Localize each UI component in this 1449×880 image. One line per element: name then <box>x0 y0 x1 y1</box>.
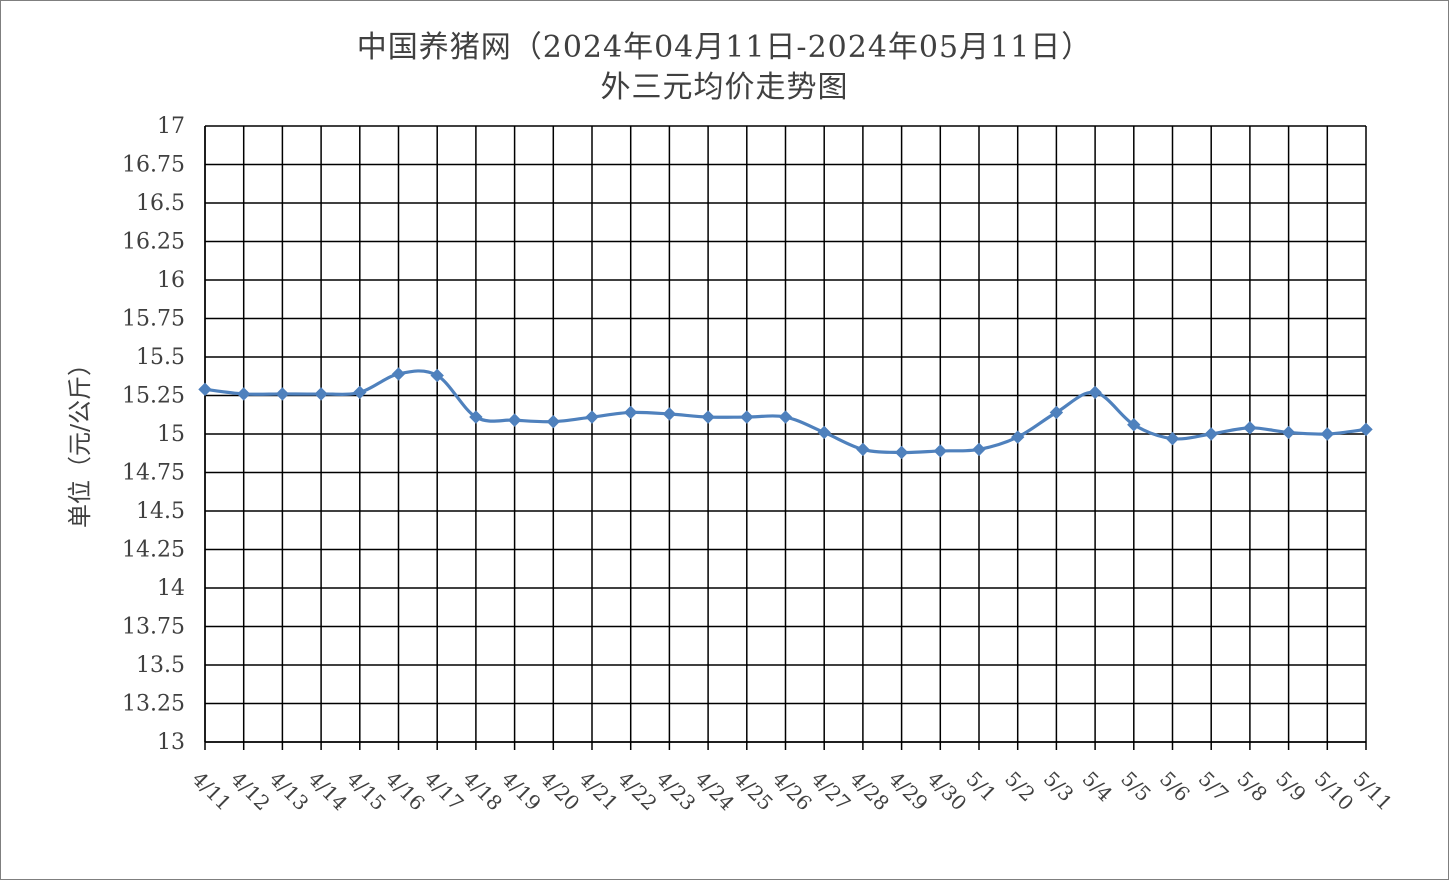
data-point <box>507 413 522 427</box>
data-point <box>469 410 483 424</box>
x-tick-label: 4/21 <box>574 767 623 816</box>
y-tick-label: 16 <box>157 268 185 293</box>
y-tick-label: 14.5 <box>136 499 185 524</box>
chart-title: 中国养猪网（2024年04月11日-2024年05月11日） <box>356 30 1093 65</box>
y-tick-label: 14.75 <box>122 461 185 486</box>
x-tick-label: 4/24 <box>691 767 740 816</box>
x-tick-label: 5/3 <box>1039 767 1079 807</box>
data-point <box>1088 385 1102 400</box>
x-tick-label: 5/4 <box>1078 767 1118 807</box>
x-tick-label: 4/12 <box>226 767 275 816</box>
x-tick-label: 4/30 <box>923 767 972 816</box>
y-tick-label: 15.75 <box>122 307 185 332</box>
data-point <box>314 387 328 401</box>
data-point <box>1359 422 1373 437</box>
x-tick-label: 4/17 <box>420 767 469 816</box>
data-point <box>933 444 948 458</box>
grid-lines <box>204 125 1367 750</box>
x-tick-label: 4/16 <box>381 767 430 816</box>
y-tick-label: 15 <box>157 422 185 447</box>
data-point <box>236 387 251 401</box>
y-tick-label: 16.5 <box>136 191 185 216</box>
x-tick-label: 4/25 <box>729 767 778 816</box>
x-tick-labels: 4/114/124/134/144/154/164/174/184/194/20… <box>187 767 1397 816</box>
x-tick-label: 5/7 <box>1194 767 1234 807</box>
data-point <box>1049 405 1064 420</box>
data-point <box>894 445 909 460</box>
data-point <box>740 410 754 424</box>
data-point <box>1127 418 1141 432</box>
data-point <box>198 382 212 397</box>
y-tick-label: 13.25 <box>122 692 185 717</box>
data-point <box>972 442 986 457</box>
data-point <box>275 387 290 401</box>
data-point <box>585 410 599 424</box>
x-tick-label: 5/6 <box>1155 767 1195 807</box>
x-tick-label: 4/29 <box>884 767 933 816</box>
chart-subtitle: 外三元均价走势图 <box>600 70 849 105</box>
data-point <box>701 410 715 424</box>
data-markers <box>198 367 1373 460</box>
y-tick-labels: 13 13.25 13.5 13.75 14 14.25 14.5 14.75 15 15.25 1… <box>122 114 185 755</box>
x-tick-label: 5/10 <box>1310 767 1359 816</box>
x-tick-label: 4/23 <box>652 767 701 816</box>
x-tick-label: 5/9 <box>1271 767 1311 807</box>
data-point <box>430 368 444 383</box>
y-tick-label: 16.75 <box>122 153 185 178</box>
data-point <box>353 385 367 400</box>
x-tick-label: 5/5 <box>1116 767 1156 807</box>
data-point <box>391 367 406 381</box>
x-tick-label: 4/13 <box>265 767 314 816</box>
y-tick-label: 13 <box>157 730 185 755</box>
y-tick-label: 15.25 <box>122 384 185 409</box>
data-point <box>856 442 870 457</box>
x-tick-label: 5/8 <box>1232 767 1272 807</box>
x-tick-label: 4/28 <box>845 767 894 816</box>
x-tick-label: 5/2 <box>1000 767 1040 807</box>
data-point <box>1243 421 1257 435</box>
x-tick-label: 4/18 <box>458 767 507 816</box>
x-tick-label: 4/14 <box>304 767 353 816</box>
data-point <box>1281 425 1296 440</box>
x-tick-label: 4/20 <box>536 767 585 816</box>
data-point <box>1204 427 1218 441</box>
y-tick-label: 15.5 <box>136 345 185 370</box>
x-tick-label: 5/11 <box>1348 767 1397 816</box>
data-point <box>1010 430 1025 444</box>
y-tick-label: 17 <box>157 114 185 139</box>
data-point <box>1320 427 1335 441</box>
y-axis-label: 单位（元/公斤） <box>66 352 94 528</box>
data-point <box>817 425 831 440</box>
y-tick-label: 16.25 <box>122 230 185 255</box>
data-point <box>662 407 677 421</box>
x-tick-label: 4/26 <box>768 767 817 816</box>
data-point <box>623 405 638 420</box>
y-tick-label: 13.5 <box>136 653 185 678</box>
x-tick-label: 4/22 <box>613 767 662 816</box>
data-point <box>778 410 793 424</box>
x-tick-label: 4/19 <box>497 767 546 816</box>
x-tick-label: 4/11 <box>187 767 236 816</box>
y-tick-label: 14.25 <box>122 538 185 563</box>
x-tick-label: 4/27 <box>807 767 856 816</box>
data-point <box>1165 431 1180 446</box>
y-tick-label: 14 <box>157 576 185 601</box>
y-tick-label: 13.75 <box>122 615 185 640</box>
data-point <box>546 414 561 429</box>
x-tick-label: 4/15 <box>342 767 391 816</box>
